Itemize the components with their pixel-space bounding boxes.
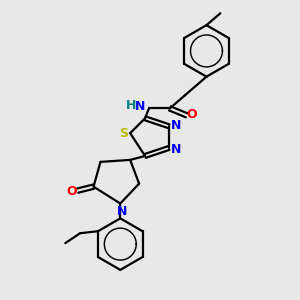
Text: N: N [171, 142, 181, 155]
Text: H: H [126, 99, 136, 112]
Text: N: N [117, 205, 128, 218]
Text: N: N [171, 119, 181, 132]
Text: O: O [186, 108, 197, 121]
Text: N: N [135, 100, 145, 113]
Text: O: O [66, 185, 77, 198]
Text: S: S [119, 127, 128, 140]
